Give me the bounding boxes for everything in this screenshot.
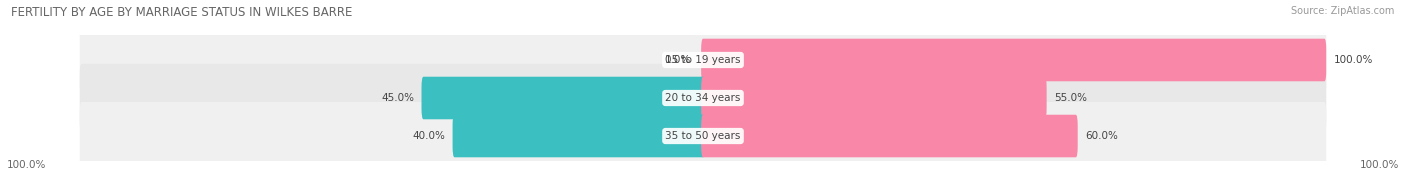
FancyBboxPatch shape	[80, 64, 1326, 132]
Text: 100.0%: 100.0%	[1360, 160, 1399, 170]
FancyBboxPatch shape	[702, 115, 1078, 157]
FancyBboxPatch shape	[80, 26, 1326, 94]
Text: 100.0%: 100.0%	[1334, 55, 1374, 65]
Text: 45.0%: 45.0%	[381, 93, 413, 103]
Text: 20 to 34 years: 20 to 34 years	[665, 93, 741, 103]
Text: 60.0%: 60.0%	[1085, 131, 1118, 141]
FancyBboxPatch shape	[702, 77, 1046, 119]
Text: FERTILITY BY AGE BY MARRIAGE STATUS IN WILKES BARRE: FERTILITY BY AGE BY MARRIAGE STATUS IN W…	[11, 6, 353, 19]
FancyBboxPatch shape	[453, 115, 704, 157]
Text: 15 to 19 years: 15 to 19 years	[665, 55, 741, 65]
FancyBboxPatch shape	[80, 102, 1326, 170]
FancyBboxPatch shape	[702, 39, 1326, 81]
FancyBboxPatch shape	[422, 77, 704, 119]
Text: 40.0%: 40.0%	[412, 131, 446, 141]
Text: 100.0%: 100.0%	[7, 160, 46, 170]
Text: 0.0%: 0.0%	[664, 55, 690, 65]
Text: Source: ZipAtlas.com: Source: ZipAtlas.com	[1291, 6, 1395, 16]
Text: 55.0%: 55.0%	[1054, 93, 1087, 103]
Text: 35 to 50 years: 35 to 50 years	[665, 131, 741, 141]
